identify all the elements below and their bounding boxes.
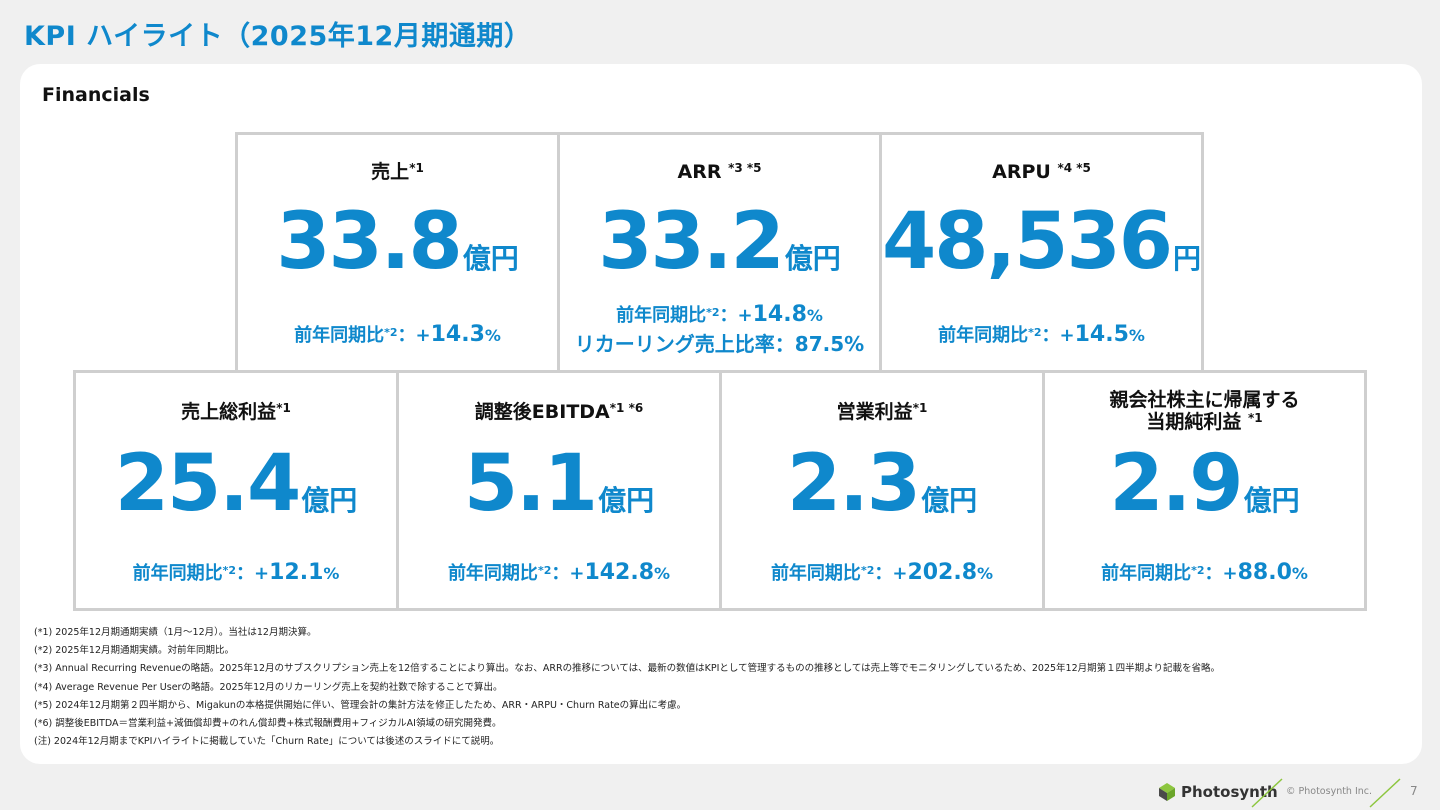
card-label: 売上*1	[371, 161, 424, 183]
card-value: 2.3億円	[786, 439, 978, 529]
copyright: © Photosynth Inc.	[1286, 786, 1373, 797]
card-label: 親会社株主に帰属する 当期純利益 *1	[1109, 389, 1300, 433]
card-yoy: 前年同期比*2：+88.0%	[1101, 560, 1308, 585]
card-value: 33.8億円	[276, 197, 519, 287]
footnote: (注) 2024年12月期までKPIハイライトに掲載していた「Churn Rat…	[34, 736, 500, 748]
card-value: 48,536円	[882, 197, 1202, 287]
card-yoy: 前年同期比*2：+14.8%	[616, 302, 823, 327]
card-value: 5.1億円	[463, 439, 655, 529]
footnote: (*5) 2024年12月期第２四半期から、Migakunの本格提供開始に伴い、…	[34, 699, 687, 711]
card-label: 営業利益*1	[836, 401, 928, 423]
card-label: 調整後EBITDA*1 *6	[474, 401, 644, 423]
kpi-card-arpu: ARPU *4 *5 48,536円 前年同期比*2：+14.5%	[879, 132, 1204, 373]
kpi-card-adjusted-ebitda: 調整後EBITDA*1 *6 5.1億円 前年同期比*2：+142.8%	[396, 370, 722, 611]
photosynth-logo-icon	[1159, 783, 1175, 801]
kpi-card-revenue: 売上*1 33.8億円 前年同期比*2：+14.3%	[235, 132, 560, 373]
page-title: KPI ハイライト（2025年12月期通期）	[24, 21, 532, 52]
company-logo: Photosynth	[1157, 780, 1278, 804]
card-yoy: 前年同期比*2：+12.1%	[132, 560, 340, 585]
footnote: (*3) Annual Recurring Revenueの略語。2025年12…	[34, 663, 1220, 675]
footnote: (*1) 2025年12月期通期実績（1月～12月）。当社は12月期決算。	[34, 627, 317, 638]
kpi-card-gross-profit: 売上総利益*1 25.4億円 前年同期比*2：+12.1%	[73, 370, 399, 611]
card-yoy: 前年同期比*2：+14.3%	[294, 322, 501, 347]
card-yoy: 前年同期比*2：+14.5%	[938, 322, 1145, 347]
footnote: (*6) 調整後EBITDA＝営業利益+減価償却費+のれん償却費+株式報酬費用+…	[34, 718, 502, 730]
card-value: 33.2億円	[598, 197, 841, 287]
card-label: 売上総利益*1	[181, 401, 291, 423]
kpi-card-net-income: 親会社株主に帰属する 当期純利益 *1 2.9億円 前年同期比*2：+88.0%	[1042, 370, 1367, 611]
content-panel: Financials 売上*1 33.8億円 前年同期比*2：+14.3% AR…	[20, 64, 1422, 764]
footnote: (*4) Average Revenue Per Userの略語。2025年12…	[34, 681, 503, 693]
page-number: 7	[1410, 784, 1418, 798]
footnotes: (*1) 2025年12月期通期実績（1月～12月）。当社は12月期決算。 (*…	[34, 624, 1414, 751]
footnote: (*2) 2025年12月期通期実績。対前年同期比。	[34, 645, 234, 657]
logo-text: Photosynth	[1181, 783, 1278, 801]
card-label: ARPU *4 *5	[992, 161, 1091, 183]
kpi-card-arr: ARR *3 *5 33.2億円 前年同期比*2：+14.8% リカーリング売上…	[557, 132, 882, 373]
divider-slash-icon	[1251, 778, 1283, 808]
kpi-card-operating-profit: 営業利益*1 2.3億円 前年同期比*2：+202.8%	[719, 370, 1045, 611]
card-yoy: 前年同期比*2：+202.8%	[770, 560, 994, 585]
card-label: ARR *3 *5	[677, 161, 762, 183]
recurring-ratio: リカーリング売上比率：87.5%	[574, 332, 865, 356]
divider-slash-icon	[1369, 778, 1401, 808]
card-yoy: 前年同期比*2：+142.8%	[447, 560, 671, 585]
section-title: Financials	[42, 84, 150, 106]
card-value: 2.9億円	[1109, 439, 1300, 529]
card-value: 25.4億円	[114, 439, 358, 529]
